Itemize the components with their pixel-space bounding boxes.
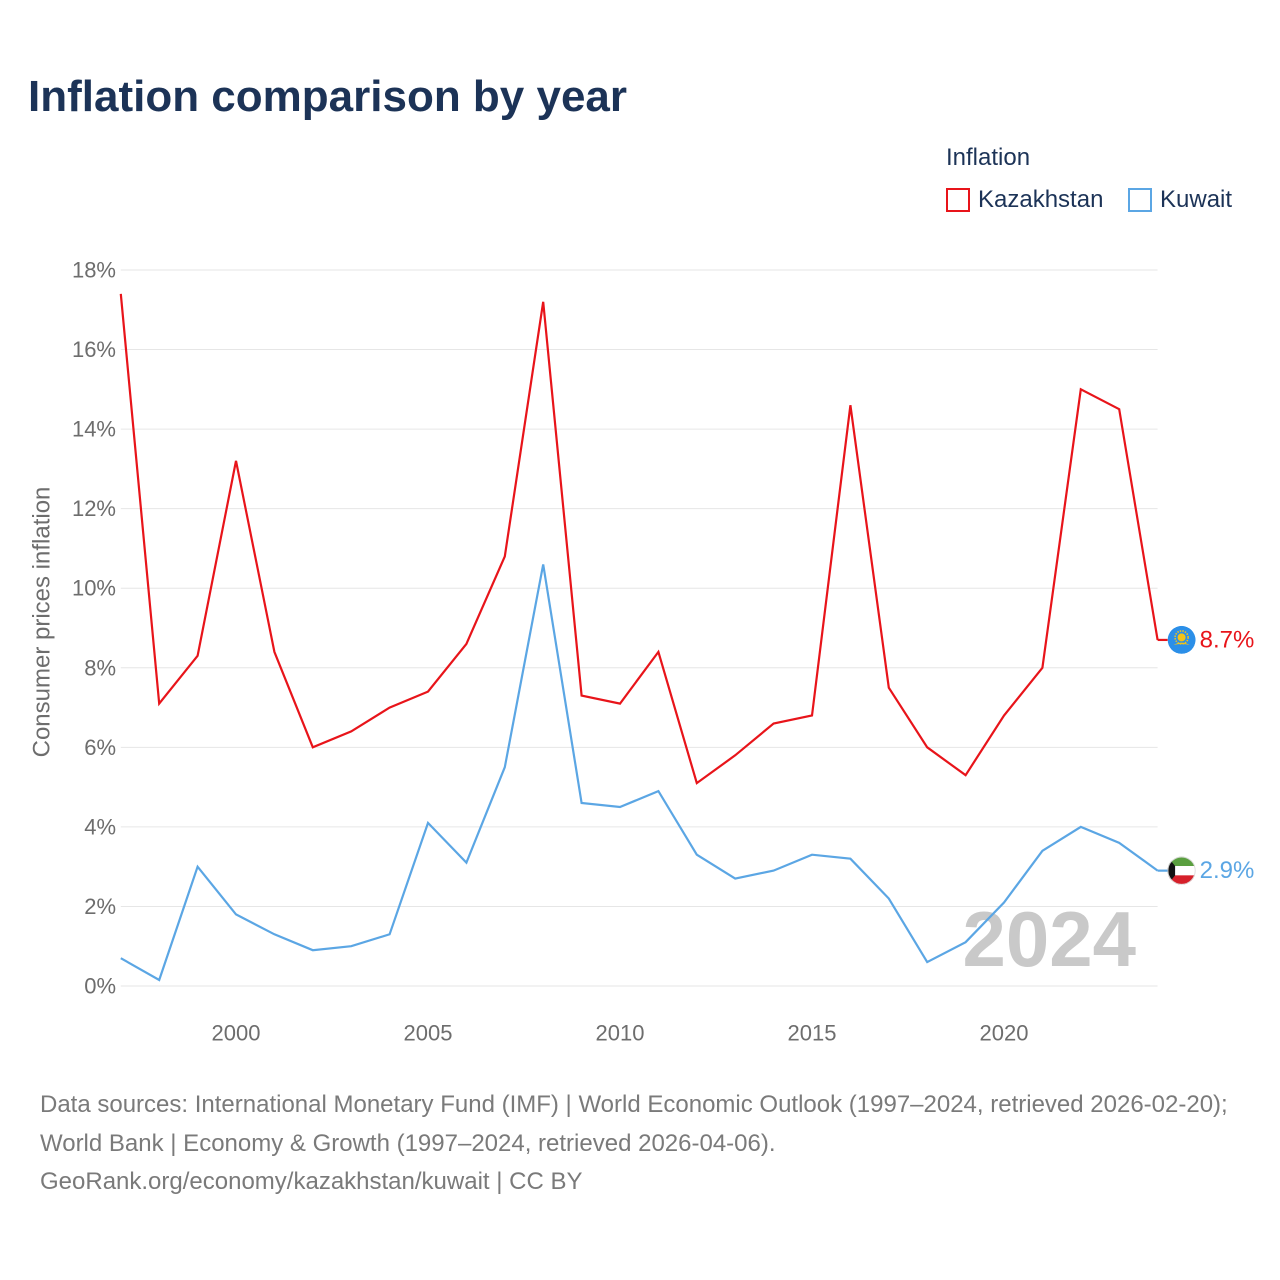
x-tick-label: 2005 [404,1021,453,1046]
flag-outline [1167,856,1196,885]
end-markers: 8.7% 2.9% [1157,625,1255,885]
source-credit: GeoRank.org/economy/kazakhstan/kuwait | … [40,1168,583,1195]
y-tick-label: 12% [72,496,116,521]
y-axis-label: Consumer prices inflation [29,487,56,758]
flag-clip-group [1167,625,1196,654]
kazakhstan-flag-icon [1167,625,1196,654]
legend-label-kazakhstan: Kazakhstan [978,186,1104,213]
y-tick-label: 4% [84,814,116,839]
y-tick-label: 18% [72,258,116,283]
data-sources-note: Data sources: International Monetary Fun… [40,1091,1228,1157]
year-watermark: 2024 [962,895,1136,983]
flag-eagle [1173,642,1190,645]
flag-green-band [1167,856,1196,867]
y-tick-label: 0% [84,974,116,999]
legend-title: Inflation [946,144,1031,171]
flag-white-band [1167,866,1196,876]
x-axis-ticks: 2000 2005 2010 2015 2020 [212,1021,1029,1046]
kuwait-flag-icon [1167,856,1196,885]
line-chart: 2024 0%2%4%6%8%10%12%14%16%18% 2000 2005 2… [29,258,1255,1046]
x-tick-label: 2020 [980,1021,1029,1046]
x-tick-label: 2000 [212,1021,261,1046]
chart-title: Inflation comparison by year [28,72,628,121]
y-tick-label: 8% [84,655,116,680]
y-tick-label: 10% [72,576,116,601]
flag-red-band [1167,875,1196,885]
series-lines [119,293,1159,982]
flag-sun [1177,633,1186,642]
x-tick-label: 2015 [788,1021,837,1046]
y-axis-ticks: 0% 2% 4% 6% 8% 10% 12% 14% 16% 18% [72,258,116,999]
legend-swatch-kazakhstan [946,188,970,212]
y-tick-label: 2% [84,894,116,919]
legend-label-kuwait: Kuwait [1160,186,1233,213]
end-label-kuwait: 2.9% [1200,857,1255,884]
chart-footer: Data sources: International Monetary Fun… [40,1086,1255,1202]
gridlines [120,269,1158,987]
y-tick-label: 6% [84,735,116,760]
legend-item-kuwait[interactable]: Kuwait [1128,186,1232,214]
legend-item-kazakhstan[interactable]: Kazakhstan [946,186,1103,214]
end-label-kazakhstan: 8.7% [1200,626,1255,653]
series-line-kuwait [120,564,1159,982]
legend-swatch-kuwait [1128,188,1152,212]
series-line-kazakhstan [119,293,1159,785]
x-tick-label: 2010 [596,1021,645,1046]
y-tick-label: 14% [72,417,116,442]
flag-sun-rays [1174,630,1189,645]
y-tick-label: 16% [72,337,116,362]
